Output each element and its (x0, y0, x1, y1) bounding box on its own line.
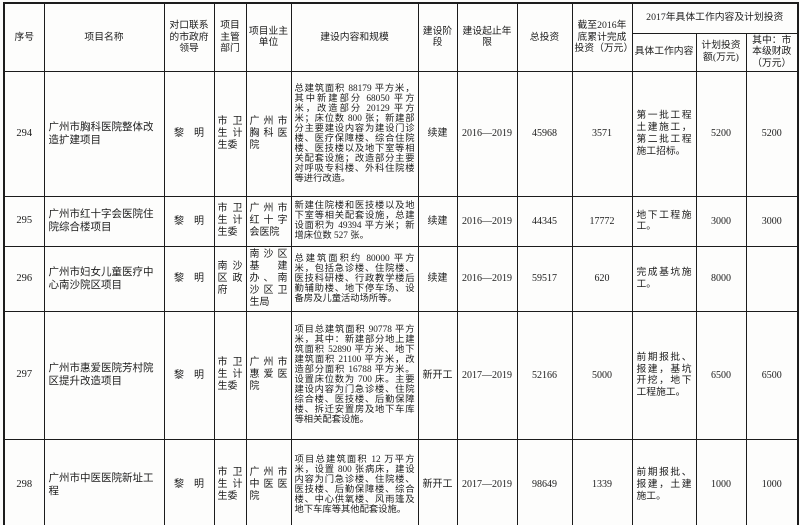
cell-stage: 续建 (417, 245, 458, 312)
cell-municipal-finance (745, 245, 799, 312)
header-row-2: 具体工作内容 计划投资额(万元) 其中：市本级财政（万元） (4, 32, 799, 72)
cell-work-content: 前期报批、报建，土建施工。 (631, 438, 697, 525)
cell-project-name: 广州市胸科医院整体改造扩建项目 (43, 70, 165, 197)
cell-stage: 续建 (417, 70, 458, 197)
header-project-name: 项目名称 (43, 2, 165, 72)
cell-project-name: 广州市妇女儿童医疗中心南沙院区项目 (43, 245, 165, 312)
cell-years: 2016—2019 (456, 195, 518, 247)
cell-planned-investment: 3000 (695, 195, 747, 247)
cell-dept: 市卫生计生委 (213, 195, 247, 247)
cell-done-2016: 5000 (571, 310, 633, 440)
table-row: 296 广州市妇女儿童医疗中心南沙院区项目 黎 明 南沙区政府 南沙区基建办、南… (3, 245, 799, 312)
header-planned-investment: 计划投资额(万元) (695, 32, 747, 72)
cell-municipal-finance: 1000 (745, 438, 799, 525)
header-row-1: 序号 项目名称 对口联系的市政府领导 项目主管部门 项目业主单位 建设内容和规模… (3, 2, 799, 72)
header-leader: 对口联系的市政府领导 (163, 2, 215, 72)
cell-seq: 298 (3, 438, 45, 525)
cell-done-2016: 1339 (571, 438, 633, 525)
cell-seq: 295 (3, 195, 45, 247)
cell-planned-investment: 6500 (695, 310, 747, 440)
cell-seq: 297 (3, 310, 45, 440)
table-row: 294 广州市胸科医院整体改造扩建项目 黎 明 市卫生计生委 广州市胸科医院 总… (3, 70, 799, 197)
cell-owner: 广州市红十字会医院 (245, 195, 292, 247)
cell-leader: 黎 明 (163, 245, 215, 312)
cell-project-name: 广州市惠爱医院芳村院区提升改造项目 (43, 310, 165, 440)
cell-planned-investment: 5200 (695, 70, 747, 197)
cell-owner: 广州市中医医院 (245, 438, 292, 525)
table-row: 297 广州市惠爱医院芳村院区提升改造项目 黎 明 市卫生计生委 广州市惠爱医院… (3, 310, 799, 440)
header-content: 建设内容和规模 (290, 2, 419, 72)
header-stage: 建设阶段 (417, 2, 458, 72)
header-seq: 序号 (3, 2, 45, 72)
cell-total-investment: 44345 (516, 195, 573, 247)
cell-dept: 南沙区政府 (213, 245, 247, 312)
cell-owner: 广州市惠爱医院 (245, 310, 292, 440)
cell-planned-investment: 8000 (695, 245, 747, 312)
cell-years: 2016—2019 (456, 245, 518, 312)
cell-leader: 黎 明 (163, 438, 215, 525)
cell-done-2016: 620 (571, 245, 633, 312)
cell-seq: 296 (3, 245, 45, 312)
header-work-content: 具体工作内容 (631, 32, 697, 72)
cell-years: 2017—2019 (456, 310, 518, 440)
cell-stage: 新开工 (417, 310, 458, 440)
cell-done-2016: 3571 (571, 70, 633, 197)
cell-planned-investment: 1000 (695, 438, 747, 525)
cell-leader: 黎 明 (163, 195, 215, 247)
cell-owner: 广州市胸科医院 (245, 70, 292, 197)
header-done-2016: 截至2016年底累计完成投资（万元） (571, 2, 633, 72)
cell-years: 2016—2019 (456, 70, 518, 197)
cell-leader: 黎 明 (163, 70, 215, 197)
header-2017-group: 2017年具体工作内容及计划投资 (631, 2, 799, 34)
cell-content: 总建筑面积约 80000 平方米，包括急诊楼、住院楼、医技科研楼、行政教学楼后勤… (290, 245, 419, 312)
cell-dept: 市卫生计生委 (213, 310, 247, 440)
cell-content: 总建筑面积 88179 平方米，其中新建部分 68050 平方米，改造部分 20… (290, 70, 419, 197)
cell-municipal-finance: 3000 (745, 195, 799, 247)
cell-total-investment: 59517 (516, 245, 573, 312)
cell-project-name: 广州市中医医院新址工程 (43, 438, 165, 525)
header-municipal-finance: 其中：市本级财政（万元） (745, 32, 799, 72)
table-row: 298 广州市中医医院新址工程 黎 明 市卫生计生委 广州市中医医院 项目总建筑… (3, 438, 799, 525)
cell-municipal-finance: 6500 (745, 310, 799, 440)
cell-work-content: 完成基坑施工。 (631, 245, 697, 312)
cell-owner: 南沙区基建办、南沙区卫生局 (245, 245, 292, 312)
cell-content: 项目总建筑面积 12 万平方米，设置 800 张病床，建设内容为门急诊楼、住院楼… (290, 438, 419, 525)
table-body: 294 广州市胸科医院整体改造扩建项目 黎 明 市卫生计生委 广州市胸科医院 总… (3, 70, 799, 525)
cell-content: 新建住院楼和医技楼以及地下室等相关配套设施，总建设面积为 49394 平方米；新… (290, 195, 419, 247)
table-header: 序号 项目名称 对口联系的市政府领导 项目主管部门 项目业主单位 建设内容和规模… (3, 2, 799, 72)
table-row: 295 广州市红十字会医院住院综合楼项目 黎 明 市卫生计生委 广州市红十字会医… (3, 195, 799, 247)
cell-years: 2017—2019 (456, 438, 518, 525)
cell-content: 项目总建筑面积 90778 平方米，其中：新建部分地上建筑面积 52890 平方… (290, 310, 419, 440)
cell-project-name: 广州市红十字会医院住院综合楼项目 (43, 195, 165, 247)
header-owner: 项目业主单位 (245, 2, 292, 72)
cell-work-content: 地下工程施工。 (631, 195, 697, 247)
header-years: 建设起止年限 (456, 2, 518, 72)
header-total-investment: 总投资 (516, 2, 573, 72)
cell-dept: 市卫生计生委 (213, 438, 247, 525)
cell-stage: 新开工 (417, 438, 458, 525)
cell-seq: 294 (3, 70, 45, 197)
cell-leader: 黎 明 (163, 310, 215, 440)
cell-done-2016: 17772 (571, 195, 633, 247)
cell-total-investment: 52166 (516, 310, 573, 440)
cell-work-content: 第一批工程土建施工，第二批工程施工招标。 (631, 70, 697, 197)
cell-total-investment: 45968 (516, 70, 573, 197)
cell-total-investment: 98649 (516, 438, 573, 525)
cell-work-content: 前期报批、报建，基坑开挖，地下工程施工。 (631, 310, 697, 440)
header-dept: 项目主管部门 (213, 2, 247, 72)
cell-stage: 续建 (417, 195, 458, 247)
projects-table: 序号 项目名称 对口联系的市政府领导 项目主管部门 项目业主单位 建设内容和规模… (3, 2, 800, 525)
cell-municipal-finance: 5200 (745, 70, 799, 197)
cell-dept: 市卫生计生委 (213, 70, 247, 197)
